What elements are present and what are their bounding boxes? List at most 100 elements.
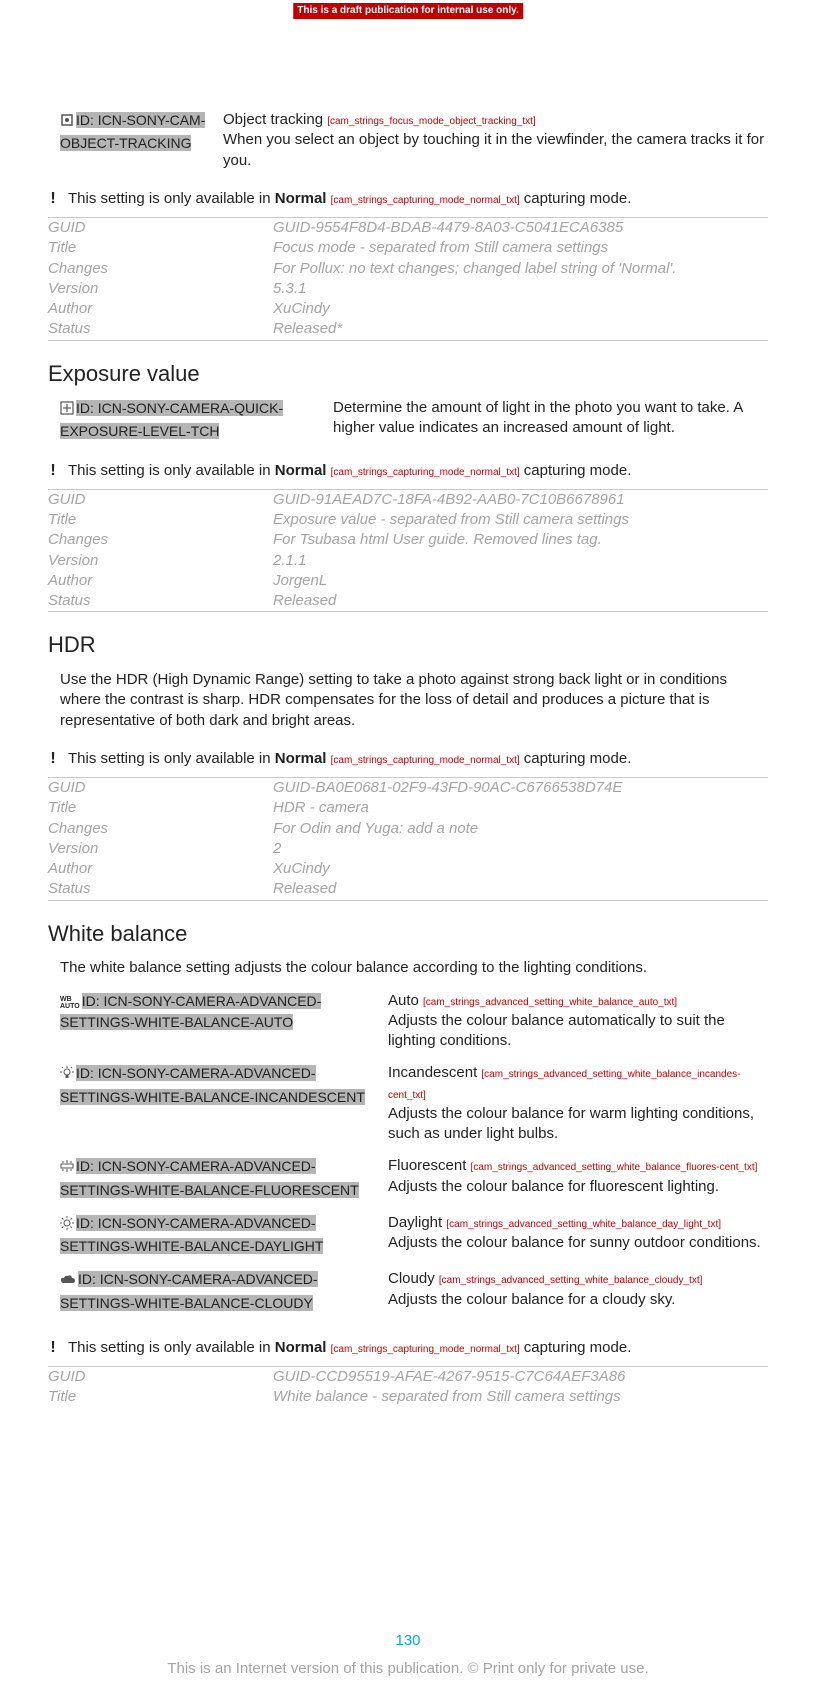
wb-inc-desc: Adjusts the colour balance for warm ligh… bbox=[388, 1105, 754, 1142]
note-suffix: capturing mode. bbox=[520, 1339, 632, 1356]
note-1-text: This setting is only available in Normal… bbox=[68, 189, 631, 209]
meta-val: 5.3.1 bbox=[273, 279, 768, 299]
meta-key: Version bbox=[48, 839, 273, 859]
hdr-heading: HDR bbox=[48, 630, 768, 660]
meta-key: Title bbox=[48, 1387, 273, 1407]
bulb-icon bbox=[60, 1066, 74, 1086]
meta-key: Status bbox=[48, 879, 273, 899]
wb-flu-id: ID: ICN-SONY-CAMERA-ADVANCED-SETTINGS-WH… bbox=[60, 1158, 359, 1197]
wb-item-auto: WBAUTOID: ICN-SONY-CAMERA-ADVANCED-SETTI… bbox=[60, 991, 768, 1052]
meta-key: Version bbox=[48, 279, 273, 299]
note-2: ! This setting is only available in Norm… bbox=[48, 461, 768, 481]
wb-cloud-term: Cloudy bbox=[388, 1270, 435, 1287]
meta-key: GUID bbox=[48, 218, 273, 238]
meta-val: For Pollux: no text changes; changed lab… bbox=[273, 259, 768, 279]
object-tracking-desc: When you select an object by touching it… bbox=[223, 131, 764, 168]
fluorescent-icon bbox=[60, 1159, 74, 1179]
wb-cloud-id: ID: ICN-SONY-CAMERA-ADVANCED-SETTINGS-WH… bbox=[60, 1271, 318, 1310]
object-tracking-icon bbox=[60, 113, 74, 133]
note-prefix: This setting is only available in bbox=[68, 190, 275, 207]
meta-val: JorgenL bbox=[273, 571, 768, 591]
wb-flu-ref: [cam_strings_advanced_setting_white_bala… bbox=[471, 1162, 758, 1173]
meta-val: 2.1.1 bbox=[273, 551, 768, 571]
wb-auto-id: ID: ICN-SONY-CAMERA-ADVANCED-SETTINGS-WH… bbox=[60, 993, 321, 1030]
meta-val: Released bbox=[273, 591, 768, 611]
note-suffix: capturing mode. bbox=[520, 190, 632, 207]
wb-day-id-col: ID: ICN-SONY-CAMERA-ADVANCED-SETTINGS-WH… bbox=[60, 1213, 380, 1258]
meta-table-1: GUIDGUID-9554F8D4-BDAB-4479-8A03-C5041EC… bbox=[48, 217, 768, 341]
note-prefix: This setting is only available in bbox=[68, 462, 275, 479]
wb-cloud-ref: [cam_strings_advanced_setting_white_bala… bbox=[439, 1275, 703, 1286]
note-3: ! This setting is only available in Norm… bbox=[48, 749, 768, 769]
meta-key: Status bbox=[48, 591, 273, 611]
meta-table-3: GUIDGUID-BA0E0681-02F9-43FD-90AC-C676653… bbox=[48, 777, 768, 901]
object-tracking-row: ID: ICN-SONY-CAM-OBJECT-TRACKING Object … bbox=[60, 110, 768, 171]
note-4-text: This setting is only available in Normal… bbox=[68, 1338, 631, 1358]
meta-table-2: GUIDGUID-91AEAD7C-18FA-4B92-AAB0-7C10B66… bbox=[48, 489, 768, 613]
meta-key: Title bbox=[48, 510, 273, 530]
meta-val: White balance - separated from Still cam… bbox=[273, 1387, 768, 1407]
note-ref: [cam_strings_capturing_mode_normal_txt] bbox=[331, 467, 520, 478]
meta-val: GUID-CCD95519-AFAE-4267-9515-C7C64AEF3A8… bbox=[273, 1367, 768, 1387]
note-prefix: This setting is only available in bbox=[68, 750, 275, 767]
meta-key: GUID bbox=[48, 490, 273, 510]
meta-val: 2 bbox=[273, 839, 768, 859]
meta-key: Author bbox=[48, 571, 273, 591]
wb-inc-id-col: ID: ICN-SONY-CAMERA-ADVANCED-SETTINGS-WH… bbox=[60, 1063, 380, 1108]
wb-flu-body: Fluorescent [cam_strings_advanced_settin… bbox=[388, 1156, 768, 1197]
meta-val: GUID-91AEAD7C-18FA-4B92-AAB0-7C10B667896… bbox=[273, 490, 768, 510]
note-suffix: capturing mode. bbox=[520, 750, 632, 767]
meta-val: For Odin and Yuga: add a note bbox=[273, 819, 768, 839]
meta-val: Exposure value - separated from Still ca… bbox=[273, 510, 768, 530]
sun-icon bbox=[60, 1216, 74, 1236]
meta-key: Version bbox=[48, 551, 273, 571]
meta-val: XuCindy bbox=[273, 859, 768, 879]
page-number: 130 bbox=[0, 1631, 816, 1651]
note-icon: ! bbox=[48, 749, 58, 768]
meta-val: XuCindy bbox=[273, 299, 768, 319]
draft-banner: This is a draft publication for internal… bbox=[293, 3, 523, 19]
wb-day-desc: Adjusts the colour balance for sunny out… bbox=[388, 1234, 761, 1251]
wb-day-ref: [cam_strings_advanced_setting_white_bala… bbox=[446, 1219, 721, 1230]
wb-flu-id-col: ID: ICN-SONY-CAMERA-ADVANCED-SETTINGS-WH… bbox=[60, 1156, 380, 1201]
note-bold: Normal bbox=[275, 750, 327, 767]
note-bold: Normal bbox=[275, 190, 327, 207]
meta-key: Changes bbox=[48, 259, 273, 279]
note-3-text: This setting is only available in Normal… bbox=[68, 749, 631, 769]
exposure-row: ID: ICN-SONY-CAMERA-QUICK-EXPOSURE-LEVEL… bbox=[60, 398, 768, 443]
note-1: ! This setting is only available in Norm… bbox=[48, 189, 768, 209]
note-prefix: This setting is only available in bbox=[68, 1339, 275, 1356]
meta-val: GUID-9554F8D4-BDAB-4479-8A03-C5041ECA638… bbox=[273, 218, 768, 238]
wb-auto-term: Auto bbox=[388, 992, 419, 1009]
wb-item-cloudy: ID: ICN-SONY-CAMERA-ADVANCED-SETTINGS-WH… bbox=[60, 1269, 768, 1314]
wb-cloud-body: Cloudy [cam_strings_advanced_setting_whi… bbox=[388, 1269, 768, 1310]
exposure-heading: Exposure value bbox=[48, 359, 768, 389]
note-icon: ! bbox=[48, 189, 58, 208]
wb-auto-id-col: WBAUTOID: ICN-SONY-CAMERA-ADVANCED-SETTI… bbox=[60, 991, 380, 1034]
meta-val: Focus mode - separated from Still camera… bbox=[273, 238, 768, 258]
wb-item-daylight: ID: ICN-SONY-CAMERA-ADVANCED-SETTINGS-WH… bbox=[60, 1213, 768, 1258]
note-icon: ! bbox=[48, 461, 58, 480]
page: This is a draft publication for internal… bbox=[0, 0, 816, 1701]
object-tracking-term: Object tracking bbox=[223, 111, 323, 128]
object-tracking-body: Object tracking [cam_strings_focus_mode_… bbox=[223, 110, 768, 171]
note-icon: ! bbox=[48, 1338, 58, 1357]
meta-key: Status bbox=[48, 319, 273, 339]
wb-inc-body: Incandescent [cam_strings_advanced_setti… bbox=[388, 1063, 768, 1144]
note-ref: [cam_strings_capturing_mode_normal_txt] bbox=[331, 1344, 520, 1355]
content-area: ID: ICN-SONY-CAM-OBJECT-TRACKING Object … bbox=[48, 0, 768, 1408]
meta-key: Title bbox=[48, 238, 273, 258]
wb-list: WBAUTOID: ICN-SONY-CAMERA-ADVANCED-SETTI… bbox=[60, 991, 768, 1314]
cloud-icon bbox=[60, 1272, 76, 1292]
wb-inc-id: ID: ICN-SONY-CAMERA-ADVANCED-SETTINGS-WH… bbox=[60, 1065, 365, 1104]
wb-day-id: ID: ICN-SONY-CAMERA-ADVANCED-SETTINGS-WH… bbox=[60, 1215, 323, 1254]
wb-inc-term: Incandescent bbox=[388, 1064, 477, 1081]
note-suffix: capturing mode. bbox=[520, 462, 632, 479]
meta-key: Changes bbox=[48, 819, 273, 839]
note-4: ! This setting is only available in Norm… bbox=[48, 1338, 768, 1358]
meta-key: GUID bbox=[48, 1367, 273, 1387]
exposure-icon bbox=[60, 401, 74, 421]
wb-auto-icon: WBAUTO bbox=[60, 996, 80, 1010]
wb-auto-ref: [cam_strings_advanced_setting_white_bala… bbox=[423, 997, 677, 1008]
wb-heading: White balance bbox=[48, 919, 768, 949]
